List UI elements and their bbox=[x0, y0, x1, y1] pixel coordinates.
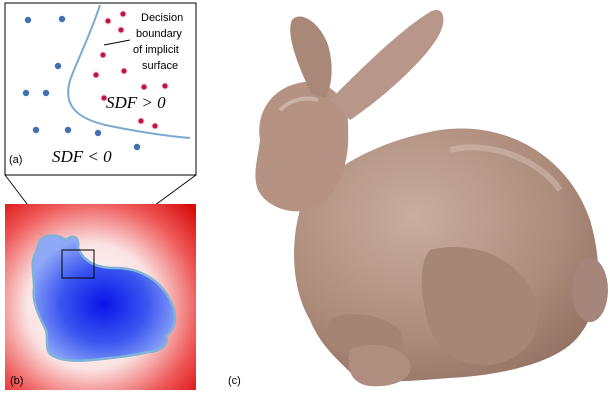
inside-point bbox=[64, 126, 72, 134]
bunny-mesh bbox=[255, 10, 608, 387]
annotation-line-3: of implicit bbox=[133, 44, 179, 56]
bunny-highlight bbox=[449, 144, 563, 192]
inside-point bbox=[54, 62, 62, 70]
bunny-front-paw bbox=[348, 344, 411, 387]
annotation-line-2: boundary bbox=[136, 28, 182, 40]
panel-a: Decision boundary of implicit surface SD… bbox=[4, 2, 197, 176]
outside-point bbox=[161, 82, 169, 90]
annotation-line-4: surface bbox=[142, 60, 178, 72]
zoom-box bbox=[61, 249, 95, 279]
inside-point bbox=[58, 15, 66, 23]
bunny-tail bbox=[572, 258, 608, 322]
panel-c: (c) bbox=[228, 10, 608, 387]
bunny-ear-back bbox=[290, 16, 332, 98]
outside-point bbox=[119, 10, 127, 18]
annotation-line-1: Decision bbox=[141, 12, 183, 24]
inside-points bbox=[22, 15, 141, 151]
inside-point bbox=[94, 129, 102, 137]
outside-points bbox=[92, 10, 169, 130]
panel-b-label: (b) bbox=[10, 375, 23, 387]
bunny-head bbox=[255, 81, 349, 212]
outside-point bbox=[99, 51, 107, 59]
inside-point bbox=[24, 16, 32, 24]
inside-point bbox=[133, 143, 141, 151]
panel-c-label: (c) bbox=[228, 375, 241, 387]
sdf-positive-label: SDF > 0 bbox=[106, 93, 166, 112]
outside-point bbox=[140, 83, 148, 91]
decision-boundary-curve bbox=[67, 4, 191, 139]
outside-point bbox=[151, 122, 159, 130]
sdf-negative-label: SDF < 0 bbox=[52, 147, 112, 166]
outside-point bbox=[92, 71, 100, 79]
outside-point bbox=[120, 67, 128, 75]
bunny-hind-leg bbox=[421, 247, 538, 366]
bunny-ear-front bbox=[330, 10, 444, 121]
inside-point bbox=[22, 89, 30, 97]
bunny-highlight bbox=[278, 96, 319, 112]
annotation-leader-line bbox=[103, 39, 131, 46]
bunny-cross-section bbox=[31, 234, 177, 362]
inside-point bbox=[32, 126, 40, 134]
outside-point bbox=[104, 17, 112, 25]
outside-point bbox=[100, 94, 108, 102]
outside-point bbox=[137, 117, 145, 125]
inside-point bbox=[42, 89, 50, 97]
panel-a-label: (a) bbox=[9, 154, 22, 166]
panel-b: (b) bbox=[5, 204, 196, 390]
outside-point bbox=[117, 26, 125, 34]
